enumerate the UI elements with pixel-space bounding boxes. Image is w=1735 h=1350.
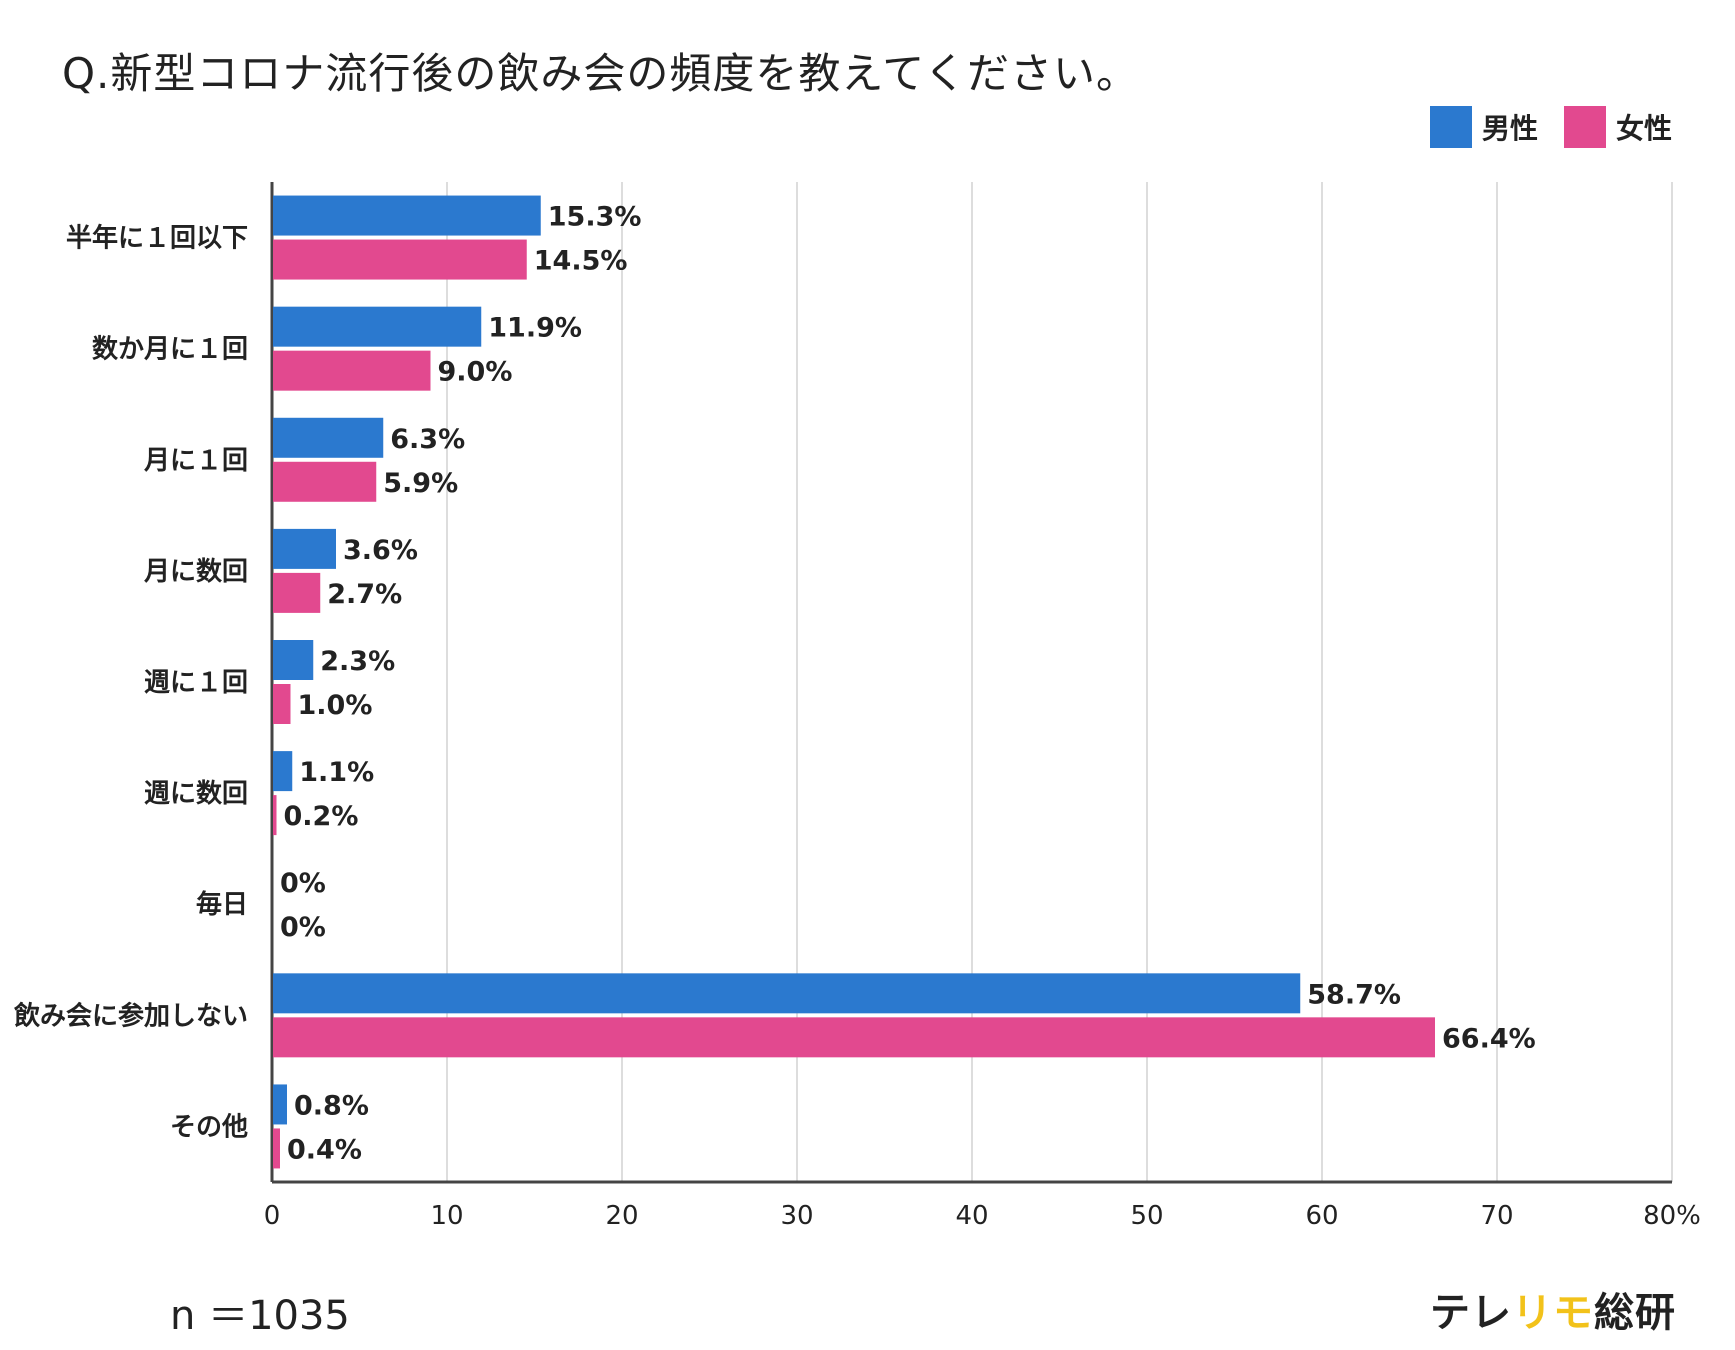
x-tick-label: 0 [264,1201,281,1231]
bar-female [273,1128,280,1169]
value-label-female: 14.5% [534,246,628,277]
bar-male [273,528,336,569]
bar-female [273,795,277,836]
x-tick-label: 70 [1480,1201,1513,1231]
legend-label-female: 女性 [1616,112,1673,145]
brand-part3: 総研 [1594,1290,1676,1336]
value-label-male: 58.7% [1307,979,1401,1010]
bar-male [273,417,384,458]
bar-female [273,1017,1435,1058]
category-label: 飲み会に参加しない [13,1000,248,1031]
brand-part2: リモ [1512,1290,1594,1336]
legend-item-male: 男性 [1430,106,1538,148]
category-label: 数か月に１回 [92,335,248,365]
bar-male [273,306,482,347]
category-label: その他 [170,1112,248,1142]
value-label-female: 0.2% [284,801,359,832]
value-label-female: 0% [280,912,326,943]
value-label-male: 1.1% [299,757,374,788]
bar-female [273,684,291,724]
category-label: 週に数回 [144,779,248,809]
bar-male [273,1084,287,1125]
value-label-male: 15.3% [548,202,642,233]
bar-female [273,239,527,280]
chart-title: Q.新型コロナ流行後の飲み会の頻度を教えてください。 [62,49,1140,98]
bar-female [273,350,431,391]
x-tick-label: 80% [1643,1201,1701,1231]
value-label-male: 3.6% [343,535,418,566]
bar-male [273,640,314,680]
value-label-female: 1.0% [298,690,373,721]
value-label-male: 0.8% [294,1090,369,1121]
category-label: 週に１回 [144,668,248,698]
legend: 男性 女性 [1430,106,1698,148]
value-label-female: 66.4% [1442,1023,1536,1054]
category-label: 半年に１回以下 [66,223,248,254]
value-label-male: 2.3% [320,646,395,677]
value-label-female: 9.0% [438,357,513,388]
value-label-male: 6.3% [390,424,465,455]
x-tick-label: 30 [780,1201,813,1231]
category-label: 月に数回 [143,557,248,587]
category-label: 毎日 [196,890,248,920]
legend-item-female: 女性 [1564,106,1672,148]
bar-chart: 0 10 20 30 40 50 60 70 80% 半年に１回以下 15.3% 14.5% 数か月に１… [13,182,1701,1231]
bar-male [273,973,1301,1014]
legend-swatch-male [1430,106,1472,148]
value-label-male: 0% [280,868,326,899]
brand-logo: テレリモ総研 [1430,1280,1676,1338]
value-label-female: 5.9% [383,468,458,499]
bar-female [273,461,377,502]
category-label: 月に１回 [143,446,248,476]
value-label-female: 0.4% [287,1134,362,1165]
bar-female [273,572,321,613]
x-tick-label: 40 [955,1201,988,1231]
legend-label-male: 男性 [1482,112,1539,145]
x-tick-label: 10 [430,1201,463,1231]
brand-part1: テレ [1430,1290,1512,1336]
value-label-female: 2.7% [327,579,402,610]
sample-size: n ＝1035 [170,1293,350,1339]
legend-swatch-female [1564,106,1607,148]
x-tick-label: 20 [605,1201,638,1231]
bar-male [273,751,293,792]
x-tick-label: 60 [1305,1201,1338,1231]
bar-male [273,195,541,236]
value-label-male: 11.9% [488,313,582,344]
x-tick-label: 50 [1130,1201,1163,1231]
